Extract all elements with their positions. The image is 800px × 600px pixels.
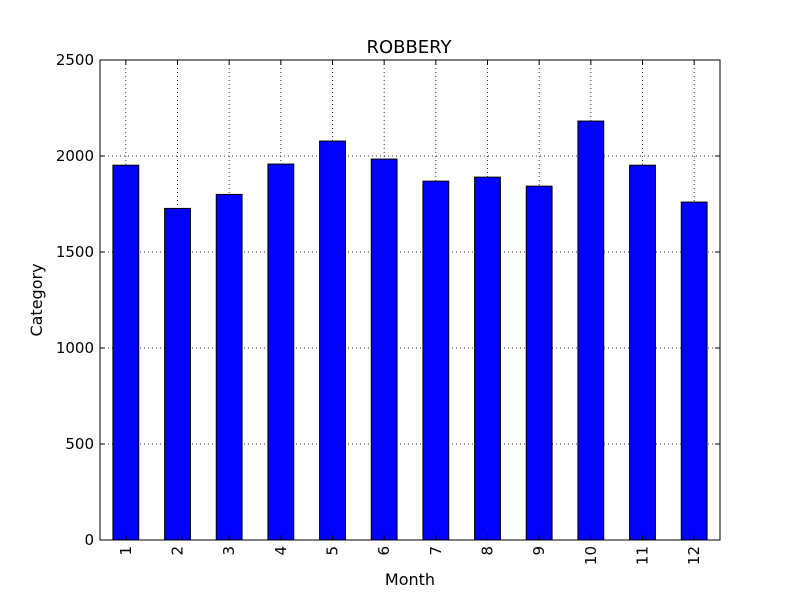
chart-title: ROBBERY: [366, 37, 452, 58]
x-tick-label: 11: [634, 546, 652, 565]
bar-month-11: [629, 164, 656, 541]
x-tick-label: 3: [220, 546, 238, 556]
y-tick-label: 0: [84, 531, 94, 549]
y-tick-label: 2500: [56, 51, 94, 69]
y-tick-label: 2000: [56, 147, 94, 165]
x-tick-label: 6: [375, 546, 393, 556]
x-tick-label: 1: [117, 546, 135, 556]
bar-month-12: [680, 201, 708, 541]
x-tick-label: 2: [169, 546, 187, 556]
x-tick-label: 8: [479, 546, 497, 556]
x-tick-label: 7: [427, 546, 445, 556]
axis-ticks: [100, 59, 720, 541]
bar-month-10: [577, 120, 605, 541]
bar-month-7: [422, 180, 450, 541]
y-tick-label: 1500: [56, 243, 94, 261]
bar-month-9: [525, 185, 553, 541]
y-axis-label: Category: [27, 263, 46, 336]
bar-month-5: [319, 140, 346, 541]
x-tick-label: 12: [685, 546, 703, 565]
y-tick-labels: 0 500 1000 1500 2000 2500: [56, 51, 94, 549]
x-axis-label: Month: [385, 570, 435, 589]
x-tick-labels: 1 2 3 4 5 6 7 8 9 10 11 12: [117, 546, 703, 565]
bar-month-8: [474, 176, 501, 541]
plot-frame: [99, 59, 721, 541]
x-tick-label: 5: [324, 546, 342, 556]
bar-month-6: [370, 158, 398, 541]
bar-month-3: [215, 193, 243, 541]
y-tick-label: 500: [65, 435, 94, 453]
x-tick-label: 10: [582, 546, 600, 565]
bar-month-2: [164, 207, 191, 541]
bar-month-1: [112, 164, 140, 541]
y-tick-label: 1000: [56, 339, 94, 357]
x-tick-label: 9: [530, 546, 548, 556]
bars: [112, 120, 708, 541]
x-tick-label: 4: [272, 546, 290, 556]
bar-month-4: [267, 163, 295, 541]
